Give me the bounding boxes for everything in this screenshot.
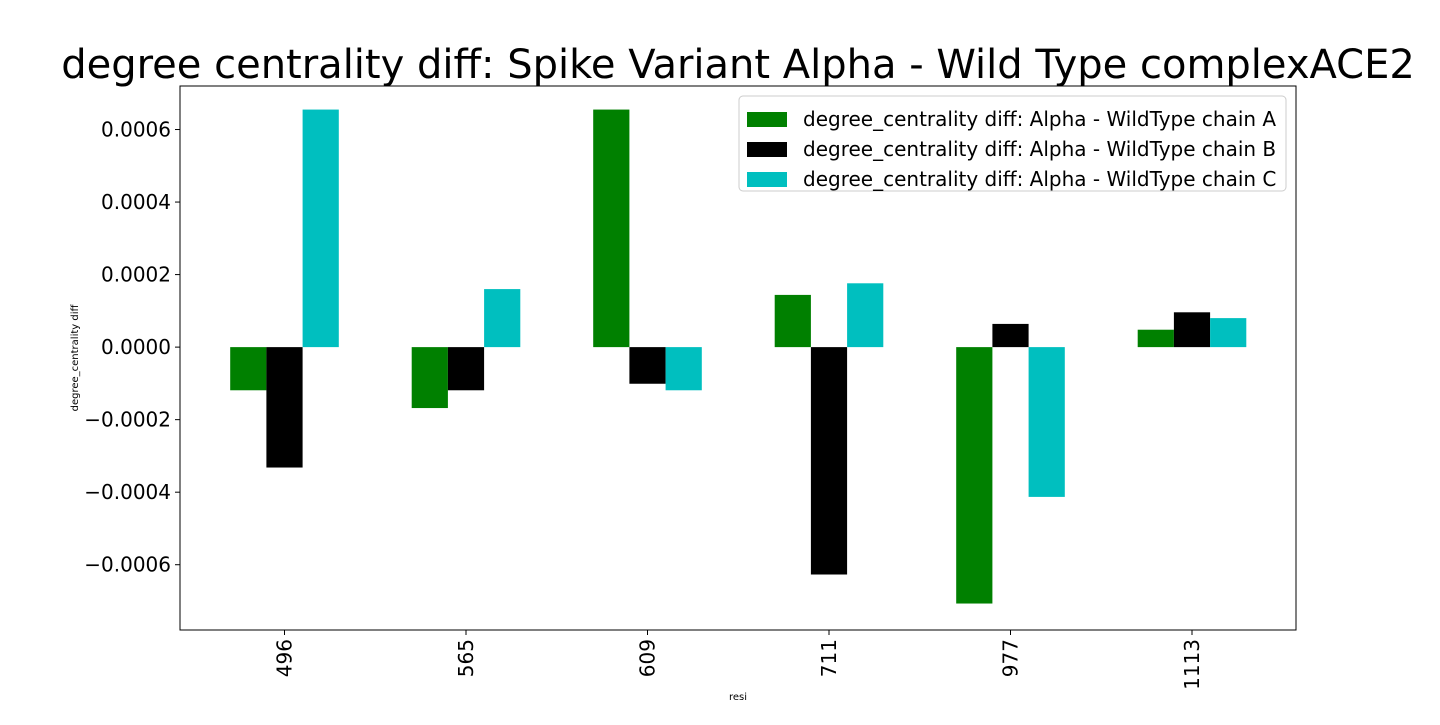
bar-496-series-3 xyxy=(302,109,339,348)
bar-609-series-1 xyxy=(593,109,630,348)
bar-711-series-3 xyxy=(847,283,884,348)
legend-label: degree_centrality diff: Alpha - WildType… xyxy=(803,137,1276,161)
bar-565-series-3 xyxy=(484,289,521,348)
bar-1113-series-3 xyxy=(1210,318,1247,348)
y-tick-label: −0.0002 xyxy=(84,408,171,432)
x-tick-label: 565 xyxy=(454,639,478,677)
y-tick-label: 0.0000 xyxy=(101,335,171,359)
bar-977-series-3 xyxy=(1028,347,1065,497)
y-axis: −0.0006 −0.0004 −0.0002 0.0000 0.0002 0.0004 0… xyxy=(84,118,180,577)
legend-label: degree_centrality diff: Alpha - WildType… xyxy=(803,167,1276,191)
y-tick-label: 0.0006 xyxy=(101,118,171,142)
y-tick-label: 0.0004 xyxy=(101,190,171,214)
legend-swatch xyxy=(747,142,787,157)
x-tick-label: 609 xyxy=(636,639,660,677)
legend: degree_centrality diff: Alpha - WildType… xyxy=(738,95,1287,192)
bar-977-series-2 xyxy=(992,323,1029,348)
bar-977-series-1 xyxy=(956,347,993,604)
x-tick-label: 1113 xyxy=(1180,639,1204,690)
legend-swatch xyxy=(747,172,787,187)
plot-frame xyxy=(179,85,1297,631)
y-tick-label: −0.0006 xyxy=(84,553,171,577)
y-axis-label: degree_centrality diff xyxy=(70,304,81,412)
x-tick-label: 496 xyxy=(273,639,297,677)
bar-711-series-2 xyxy=(810,347,848,575)
chart-title: degree centrality diff: Spike Variant Al… xyxy=(61,42,1415,88)
bar-711-series-1 xyxy=(774,294,811,348)
bar-609-series-2 xyxy=(629,347,666,384)
bars-layer xyxy=(230,109,1247,604)
bar-565-series-1 xyxy=(411,347,448,409)
bar-609-series-3 xyxy=(665,347,702,391)
x-axis: 496 565 609 711 977 1113 xyxy=(273,630,1204,690)
bar-565-series-2 xyxy=(447,347,485,391)
x-axis-label: resi xyxy=(729,692,747,703)
bar-496-series-1 xyxy=(230,347,267,391)
y-tick-label: −0.0004 xyxy=(84,480,171,504)
bar-1113-series-2 xyxy=(1173,312,1211,348)
y-tick-label: 0.0002 xyxy=(101,263,171,287)
legend-frame xyxy=(738,95,1287,192)
bar-1113-series-1 xyxy=(1137,329,1174,348)
x-tick-label: 711 xyxy=(817,639,841,677)
bar-496-series-2 xyxy=(266,347,303,468)
legend-swatch xyxy=(747,112,787,127)
x-tick-label: 977 xyxy=(999,639,1023,677)
legend-label: degree_centrality diff: Alpha - WildType… xyxy=(803,107,1276,131)
